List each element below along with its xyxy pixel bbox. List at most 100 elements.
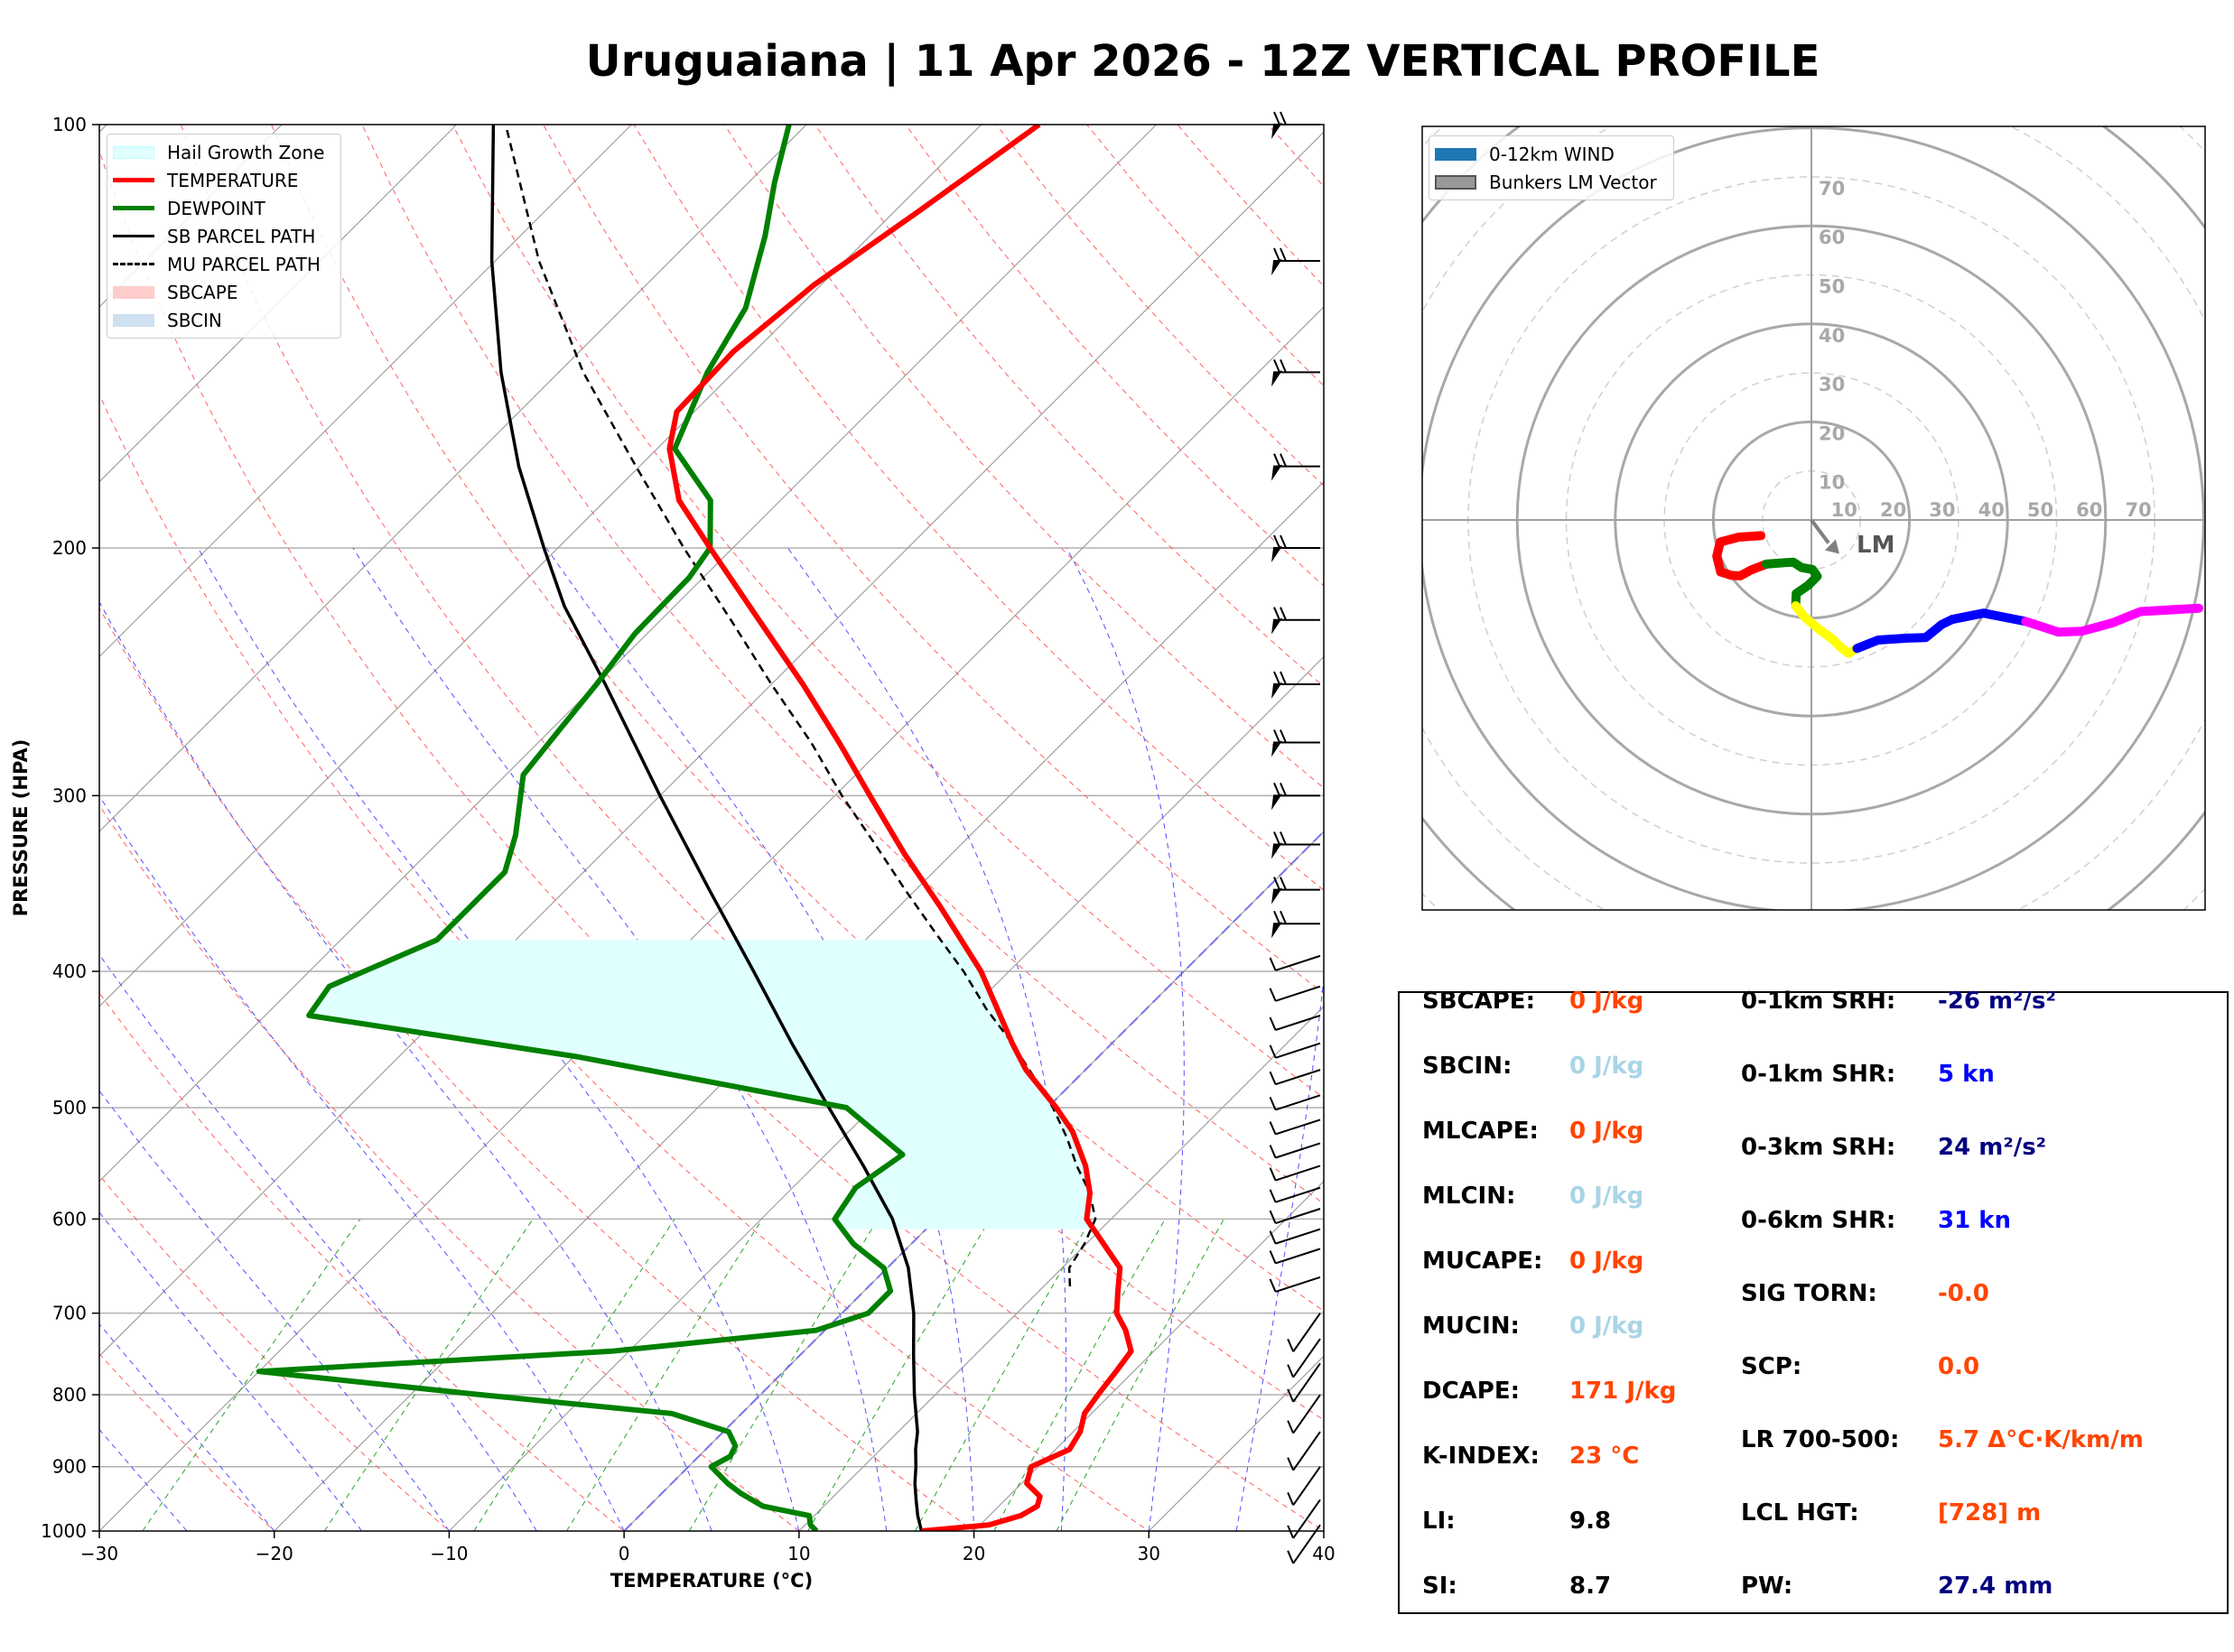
barb-pennant xyxy=(1271,123,1282,139)
isotherm-line xyxy=(99,131,1324,1358)
barb-flag xyxy=(1287,1457,1295,1471)
barb-flag xyxy=(1269,1121,1277,1135)
hodograph-segment-3-6km xyxy=(1791,601,1862,658)
barb-flag xyxy=(1269,988,1277,1002)
barb-flag xyxy=(1273,671,1280,685)
barb-flag xyxy=(1273,782,1280,796)
barb-flag xyxy=(1269,1071,1277,1085)
legend-item-sb-parcel: SB PARCEL PATH xyxy=(107,222,340,250)
barb-flag xyxy=(1280,671,1287,685)
wind-barb xyxy=(1271,453,1320,481)
param-k-index: K-INDEX: xyxy=(1422,1443,1540,1470)
param-sig-torn-value: -0.0 xyxy=(1938,1280,1989,1307)
param-shr-0-1: 0-1km SHR: xyxy=(1741,1061,1896,1088)
hodograph-segment-1-3km xyxy=(1762,557,1822,610)
barb-flag xyxy=(1273,453,1280,468)
wind-barb xyxy=(1269,1118,1321,1136)
barb-flag xyxy=(1280,729,1287,743)
legend-item-hgz: Hail Growth Zone xyxy=(107,138,340,166)
barb-staff xyxy=(1292,1524,1321,1564)
barb-staff xyxy=(1275,1014,1321,1031)
barb-staff xyxy=(1275,1069,1321,1086)
dry-adiabat xyxy=(180,125,1324,1421)
y-tick-label: 400 xyxy=(52,961,87,982)
param-srh-0-3: 0-3km SRH: xyxy=(1741,1134,1896,1161)
legend-item-sbcin: SBCIN xyxy=(107,306,340,334)
param-dcape: DCAPE: xyxy=(1422,1378,1520,1405)
barb-flag xyxy=(1280,534,1287,549)
barb-staff xyxy=(1275,1248,1321,1265)
barb-staff xyxy=(1275,1186,1321,1203)
x-tick-label: 10 xyxy=(787,1543,810,1564)
x-tick-label: −30 xyxy=(80,1543,118,1564)
skew-t-legend: Hail Growth Zone TEMPERATURE DEWPOINT SB… xyxy=(107,134,341,339)
zero-isotherm xyxy=(623,830,1324,1531)
barb-flag xyxy=(1287,1364,1295,1378)
wind-barb xyxy=(1271,910,1320,939)
wind-barb xyxy=(1269,1228,1321,1245)
x-tick-label: −20 xyxy=(256,1543,293,1564)
param-sbcape: SBCAPE: xyxy=(1422,988,1535,1015)
ring-label-x: 40 xyxy=(1978,499,2005,521)
param-mucin-value: 0 J/kg xyxy=(1569,1313,1644,1340)
barb-flag xyxy=(1269,1250,1277,1264)
barb-flag xyxy=(1287,1338,1295,1352)
barb-pennant xyxy=(1271,922,1282,939)
y-tick-label: 600 xyxy=(52,1208,87,1230)
param-mucin: MUCIN: xyxy=(1422,1313,1520,1340)
barb-flag xyxy=(1269,957,1277,971)
barb-staff xyxy=(1275,1208,1321,1225)
barb-staff xyxy=(1275,1094,1321,1111)
param-mlcape-value: 0 J/kg xyxy=(1569,1118,1644,1145)
barb-flag xyxy=(1287,1388,1295,1403)
barb-staff xyxy=(1292,1431,1321,1471)
sb-parcel-line xyxy=(489,125,924,1531)
wind-barb xyxy=(1269,1208,1321,1225)
barb-pennant xyxy=(1271,682,1282,699)
barb-flag xyxy=(1280,910,1287,924)
mixing-ratio-line xyxy=(566,1219,763,1531)
legend-item-lm-vector: Bunkers LM Vector xyxy=(1429,168,1673,196)
param-sig-torn: SIG TORN: xyxy=(1741,1280,1877,1307)
isotherm-line xyxy=(99,306,1324,1531)
hodograph-segment-0-1km xyxy=(1712,531,1771,580)
wind-barb xyxy=(1269,1069,1321,1086)
barb-flag xyxy=(1269,1230,1277,1245)
wind-barb xyxy=(1269,1248,1321,1265)
moist-adiabat xyxy=(197,547,800,1531)
temperature-line xyxy=(666,125,1134,1531)
isotherm-line xyxy=(99,125,982,1007)
y-tick-label: 1000 xyxy=(41,1520,87,1542)
barb-flag xyxy=(1269,1189,1277,1203)
wind-barb xyxy=(1271,877,1320,905)
moist-adiabat xyxy=(99,1090,450,1531)
y-tick-label: 300 xyxy=(52,784,87,806)
moist-adiabat xyxy=(99,1211,362,1531)
barb-pennant xyxy=(1271,546,1282,563)
ring-label-y: 30 xyxy=(1819,374,1845,395)
lm-vector-head xyxy=(1824,539,1839,554)
dry-adiabat xyxy=(271,125,1324,1312)
wind-barb xyxy=(1287,1466,1321,1506)
wind-barb xyxy=(1287,1394,1321,1434)
legend-item-sbcape: SBCAPE xyxy=(107,278,340,306)
param-k-index-value: 23 °C xyxy=(1569,1443,1640,1470)
dry-adiabat xyxy=(451,125,1324,1099)
barb-flag xyxy=(1280,831,1287,845)
lm-vector-arrow xyxy=(1810,518,1830,544)
isotherm-line xyxy=(99,125,807,832)
mixing-ratio-line xyxy=(473,1219,675,1531)
barb-pennant xyxy=(1271,258,1282,275)
barb-flag xyxy=(1269,1016,1277,1031)
moist-adiabat xyxy=(99,794,625,1531)
dry-adiabat xyxy=(99,804,800,1531)
param-scp: SCP: xyxy=(1741,1353,1802,1380)
barb-flag xyxy=(1273,729,1280,743)
wind-barb xyxy=(1271,671,1320,699)
wind-barb xyxy=(1271,247,1320,275)
isotherm-line xyxy=(99,125,632,658)
isotherm-line xyxy=(798,1006,1324,1531)
wind-barb xyxy=(1269,1014,1321,1031)
wind-barb xyxy=(1271,782,1320,811)
hodograph-segment-9-12km xyxy=(2021,603,2203,637)
